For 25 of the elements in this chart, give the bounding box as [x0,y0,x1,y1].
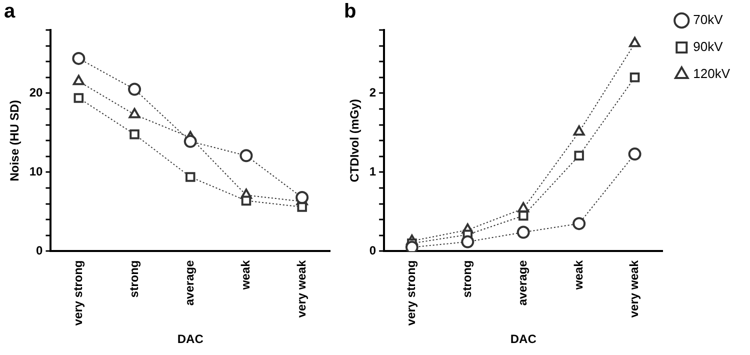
x-tick-label: very weak [294,260,308,318]
y-tick-label: 2 [369,86,376,100]
x-tick-label: strong [460,260,474,298]
legend-label: 120kV [693,66,730,82]
y-axis-title: Noise (HU SD) [8,100,22,182]
legend-label: 70kV [693,12,724,28]
x-axis-title: DAC [510,332,537,346]
x-tick-label: very strong [404,260,418,326]
x-tick-label: weak [238,260,253,291]
x-tick-label: average [516,260,530,306]
y-tick-label: 20 [29,86,44,100]
chart-title: a [4,0,16,23]
x-tick-label: very strong [70,260,85,326]
x-tick-label: very weak [627,260,642,318]
x-axis-title: DAC [177,332,204,346]
x-tick-label: average [182,260,197,306]
x-tick-label: strong [126,260,141,298]
y-axis-title: CTDIvol (mGy) [348,98,362,182]
chart-title: b [344,0,356,23]
legend-label: 90kV [693,39,724,54]
y-tick-label: 1 [369,164,376,179]
y-tick-label: 0 [369,244,376,258]
y-tick-label: 10 [29,164,44,179]
y-tick-label: 0 [36,244,44,258]
x-tick-label: weak [571,260,586,291]
